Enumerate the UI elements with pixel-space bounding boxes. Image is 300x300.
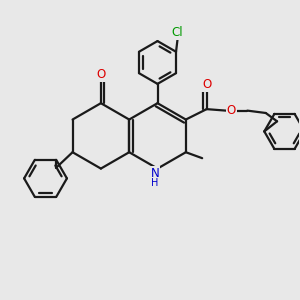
Text: H: H [152, 178, 159, 188]
Text: Cl: Cl [172, 26, 183, 39]
Text: O: O [202, 78, 211, 91]
Text: O: O [227, 104, 236, 117]
Text: O: O [96, 68, 106, 81]
Text: N: N [151, 167, 160, 180]
